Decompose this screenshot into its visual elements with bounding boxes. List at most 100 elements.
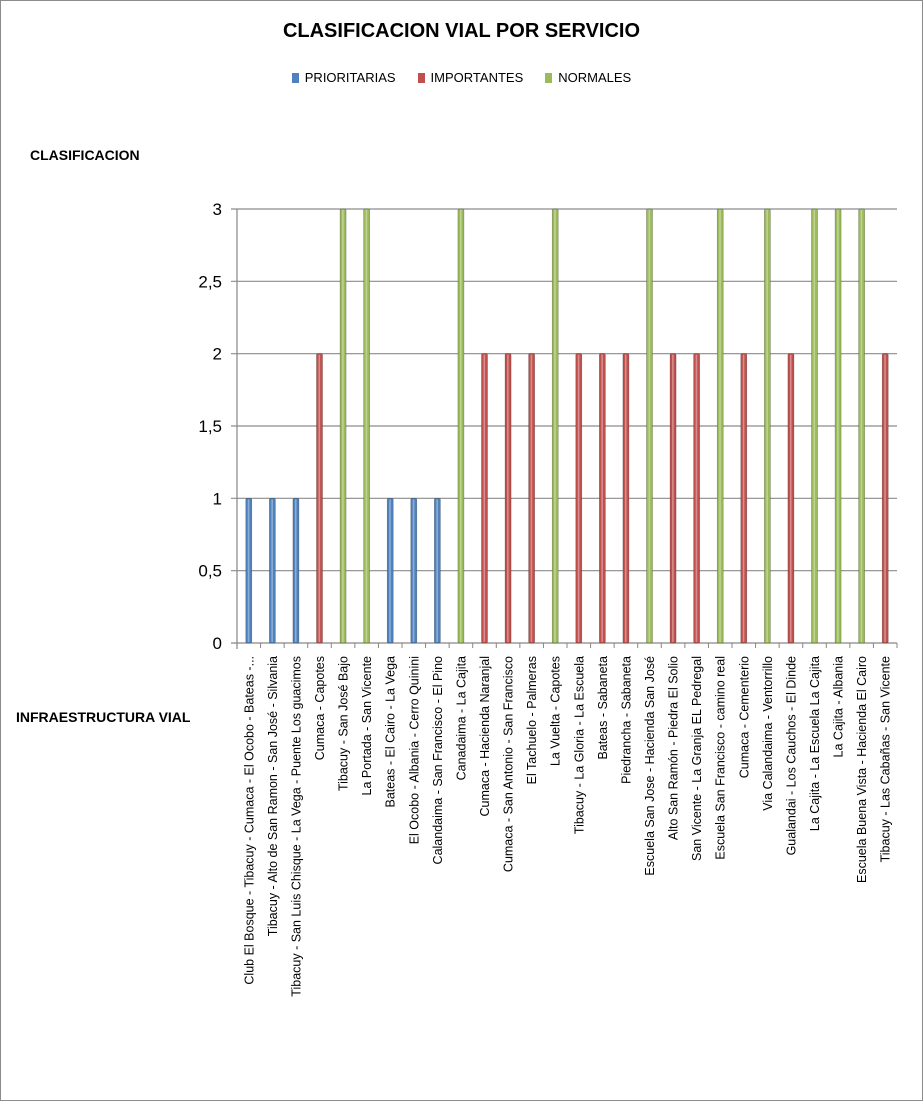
bar-highlight	[530, 354, 533, 642]
bar-highlight	[436, 499, 438, 642]
x-tick-label: Cumaca - Cementerio	[737, 656, 751, 778]
bar-highlight	[554, 210, 556, 642]
bar-highlight	[318, 354, 321, 642]
legend-swatch-normales	[545, 72, 553, 83]
bar-highlight	[789, 354, 792, 642]
bar	[787, 353, 795, 644]
x-tick-label: La Portada - San Vicente	[360, 656, 374, 795]
bar-highlight	[483, 354, 486, 642]
x-tick-label: Escuela San Francisco - camino real	[714, 656, 728, 860]
legend-swatch-prioritarias	[291, 72, 299, 83]
bar	[410, 498, 418, 644]
x-tick-label: Escuela San Jose - Hacienda San José	[643, 656, 657, 876]
bar	[339, 208, 347, 644]
x-tick-label: Gualandai - Los Cauchos - El Dinde	[784, 656, 798, 855]
bar-highlight	[412, 499, 415, 642]
bar-highlight	[813, 210, 816, 642]
x-tick-label: Escuela Buena Vista - Hacienda El Cairo	[855, 656, 869, 883]
x-tick-label: Cumaca - Capotes	[313, 656, 327, 760]
bar	[481, 353, 488, 644]
legend-item-importantes: IMPORTANTES	[417, 70, 524, 85]
bar	[292, 498, 300, 644]
legend-swatch-importantes	[417, 72, 425, 83]
bar-highlight	[884, 354, 886, 642]
x-tick-label: Calandaima - San Francisco - El Pino	[431, 656, 445, 864]
bar-highlight	[648, 210, 651, 642]
x-tick-label: La Vuelta - Capotes	[549, 656, 563, 766]
bar	[316, 353, 323, 644]
y-axis-title: CLASIFICACION	[30, 147, 140, 163]
x-tick-label: Alto San Ramón - Piedra El Solio	[667, 656, 681, 840]
bar-highlight	[742, 354, 745, 642]
bar-highlight	[507, 354, 509, 642]
bar	[881, 353, 889, 644]
y-tick-label: 0,5	[198, 562, 222, 581]
bar	[716, 208, 724, 644]
x-tick-label: La Cajita - La Escuela La Cajita	[808, 656, 822, 831]
x-tick-label: Tibacuy - Alto de San Ramon - San José -…	[266, 656, 280, 936]
bar-highlight	[860, 210, 863, 642]
x-tick-label: Bateas - El Cairo - La Vega	[384, 656, 398, 808]
x-tick-label: Cumaca - San Antonio - San Francisco	[502, 656, 516, 872]
bar-highlight	[459, 210, 462, 642]
x-tick-label: El Ocobo - Albania - Cerro Quinini	[407, 656, 421, 844]
bar-highlight	[365, 210, 368, 642]
bar	[858, 208, 865, 644]
x-tick-label: Tibacuy - La Gloria - La Escuela	[572, 656, 586, 834]
x-tick-label: Club El Bosque - Tibacuy - Cumaca - El O…	[242, 656, 256, 985]
bar-highlight	[271, 499, 273, 642]
y-tick-label: 3	[213, 200, 222, 219]
bar	[434, 498, 441, 644]
y-tick-label: 1	[213, 489, 222, 508]
bar	[363, 208, 370, 644]
bar	[551, 208, 559, 644]
bar	[575, 353, 583, 644]
x-tick-label: El Tachuelo - Palmeras	[525, 656, 539, 784]
y-tick-label: 1,5	[198, 417, 222, 436]
x-tick-label: La Cajita - Albania	[832, 656, 846, 758]
x-axis-title: INFRAESTRUCTURA VIAL	[16, 709, 191, 725]
bar	[669, 353, 677, 644]
bar-highlight	[719, 210, 721, 642]
bar	[811, 208, 818, 644]
legend-label-normales: NORMALES	[558, 70, 632, 85]
bar-highlight	[695, 354, 698, 642]
bar	[504, 353, 512, 644]
y-tick-label: 2	[213, 345, 222, 364]
bar-highlight	[247, 499, 250, 642]
bar	[693, 353, 700, 644]
bar	[457, 208, 465, 644]
bar-highlight	[624, 354, 627, 642]
legend-label-importantes: IMPORTANTES	[430, 70, 524, 85]
x-tick-label: Piedrancha - Sabaneta	[619, 656, 633, 784]
x-tick-label: Tibacuy - Las Cabañas - San Vicente	[879, 656, 893, 862]
bar	[764, 208, 771, 644]
legend-item-prioritarias: PRIORITARIAS	[291, 70, 396, 85]
bar-highlight	[837, 210, 839, 642]
y-tick-label: 2,5	[198, 272, 222, 291]
bar	[599, 353, 606, 644]
x-tick-label: Canadaima - La Cajita	[454, 656, 468, 780]
x-tick-label: San Vicente - La Granja EL Pedregal	[690, 656, 704, 861]
bar	[528, 353, 535, 644]
bar	[622, 353, 630, 644]
bar	[386, 498, 394, 644]
bar-highlight	[577, 354, 580, 642]
legend-label-prioritarias: PRIORITARIAS	[304, 70, 396, 85]
bar-highlight	[766, 210, 768, 642]
bar-highlight	[601, 354, 603, 642]
bar-highlight	[294, 499, 297, 642]
x-tick-label: Tibacuy - San Luis Chisque - La Vega - P…	[289, 656, 303, 997]
x-tick-label: Tibacuy - San José Bajo	[337, 656, 351, 791]
chart-title: CLASIFICACION VIAL POR SERVICIO	[282, 20, 641, 42]
bar-highlight	[342, 210, 344, 642]
bar	[834, 208, 842, 644]
x-tick-label: Via Calandaima - Ventorrillo	[761, 656, 775, 811]
bar	[269, 498, 276, 644]
bar-highlight	[389, 499, 391, 642]
y-tick-label: 0	[213, 634, 222, 653]
bar-highlight	[672, 354, 674, 642]
x-tick-label: Bateas - Sabaneta	[596, 656, 610, 760]
bar	[646, 208, 653, 644]
